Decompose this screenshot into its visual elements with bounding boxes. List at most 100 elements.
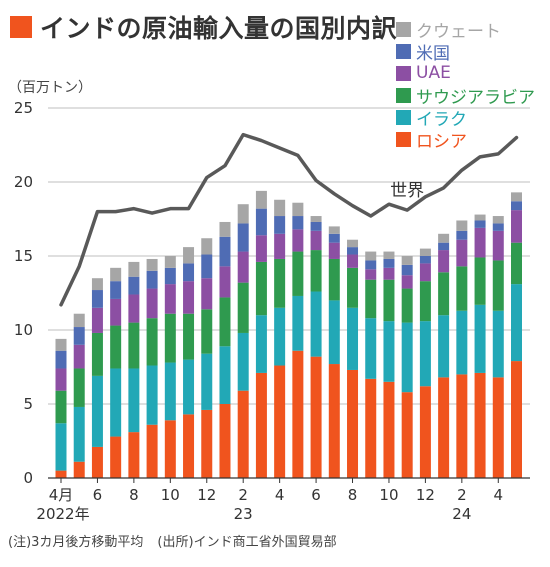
bar-segment xyxy=(56,423,67,470)
bar-segment xyxy=(438,377,449,478)
bar-segment xyxy=(456,220,467,230)
bar-segment xyxy=(383,280,394,321)
bar-segment xyxy=(493,311,504,378)
bar-segment xyxy=(347,308,358,370)
bar-segment xyxy=(292,229,303,251)
bar-segment xyxy=(183,414,194,478)
x-tick-label: 10 xyxy=(161,486,180,504)
bar-segment xyxy=(147,318,158,365)
bar-segment xyxy=(147,271,158,289)
bar-segment xyxy=(420,249,431,256)
bar-segment xyxy=(219,237,230,267)
bar-segment xyxy=(475,257,486,304)
bar-segment xyxy=(147,289,158,319)
bar-segment xyxy=(56,339,67,351)
bar-segment xyxy=(329,243,340,259)
bar-segment xyxy=(92,290,103,308)
bar-segment xyxy=(183,281,194,314)
bar-segment xyxy=(238,223,249,251)
bar-segment xyxy=(365,269,376,279)
bar-segment xyxy=(147,259,158,271)
bar-segment xyxy=(92,447,103,478)
footnote: (注)3カ月後方移動平均 xyxy=(8,535,143,550)
bar-segment xyxy=(274,259,285,308)
bar-segment xyxy=(347,240,358,247)
bar-segment xyxy=(201,255,212,279)
bar-segment xyxy=(420,281,431,321)
bar-segment xyxy=(92,308,103,333)
bar-segment xyxy=(238,252,249,283)
bar-segment xyxy=(438,272,449,315)
bar-segment xyxy=(292,216,303,229)
bar-segment xyxy=(201,354,212,410)
bar-segment xyxy=(238,391,249,478)
bar-segment xyxy=(219,404,230,478)
bar-segment xyxy=(365,318,376,379)
bar-segment xyxy=(493,377,504,478)
y-tick-label: 0 xyxy=(23,469,33,487)
x-tick-label: 4 xyxy=(494,486,504,504)
bar-segment xyxy=(238,204,249,223)
bar-segment xyxy=(238,283,249,333)
bar-segment xyxy=(92,278,103,290)
y-tick-label: 25 xyxy=(14,99,33,117)
bar-segment xyxy=(511,201,522,210)
x-year-label: 24 xyxy=(452,505,471,523)
bar-segment xyxy=(402,323,413,393)
x-tick-label: 10 xyxy=(379,486,398,504)
bar-segment xyxy=(456,240,467,267)
bar-segment xyxy=(165,314,176,363)
bar-segment xyxy=(183,314,194,360)
bar-segment xyxy=(456,374,467,478)
bar-segment xyxy=(183,360,194,415)
bar-segment xyxy=(92,376,103,447)
bar-segment xyxy=(110,326,121,369)
bar-segment xyxy=(511,361,522,478)
bar-segment xyxy=(165,420,176,478)
x-tick-label: 12 xyxy=(416,486,435,504)
x-year-label: 2022年 xyxy=(36,505,89,523)
bar-segment xyxy=(274,308,285,366)
bar-segment xyxy=(256,315,267,373)
bar-segment xyxy=(456,311,467,375)
bar-segment xyxy=(420,321,431,386)
bar-segment xyxy=(128,323,139,369)
bar-segment xyxy=(110,368,121,436)
bar-segment xyxy=(274,200,285,216)
bar-segment xyxy=(238,333,249,391)
bar-segment xyxy=(402,265,413,275)
bar-segment xyxy=(438,243,449,250)
bar-segment xyxy=(456,231,467,240)
bar-segment xyxy=(365,280,376,318)
bar-segment xyxy=(475,215,486,221)
bar-segment xyxy=(128,277,139,295)
bar-segment xyxy=(365,379,376,478)
bar-segment xyxy=(165,363,176,421)
bar-segment xyxy=(183,263,194,281)
bar-segment xyxy=(311,357,322,478)
bar-segment xyxy=(256,262,267,315)
bar-segment xyxy=(56,471,67,478)
x-tick-label: 8 xyxy=(348,486,358,504)
bar-segment xyxy=(74,345,85,369)
bar-segment xyxy=(274,216,285,234)
bar-segment xyxy=(219,346,230,404)
bar-segment xyxy=(493,231,504,261)
bar-segment xyxy=(165,256,176,268)
bar-segment xyxy=(365,260,376,269)
bar-segment xyxy=(110,437,121,478)
bar-segment xyxy=(383,252,394,259)
bar-segment xyxy=(256,373,267,478)
bar-segment xyxy=(456,266,467,310)
bar-segment xyxy=(147,425,158,478)
x-tick-label: 4 xyxy=(275,486,285,504)
bar-segment xyxy=(511,210,522,243)
bar-segment xyxy=(311,250,322,291)
bar-segment xyxy=(511,243,522,284)
bar-segment xyxy=(311,292,322,357)
y-tick-label: 15 xyxy=(14,247,33,265)
bar-segment xyxy=(219,222,230,237)
bar-segment xyxy=(493,260,504,310)
bar-segment xyxy=(274,366,285,478)
x-year-label: 23 xyxy=(234,505,253,523)
